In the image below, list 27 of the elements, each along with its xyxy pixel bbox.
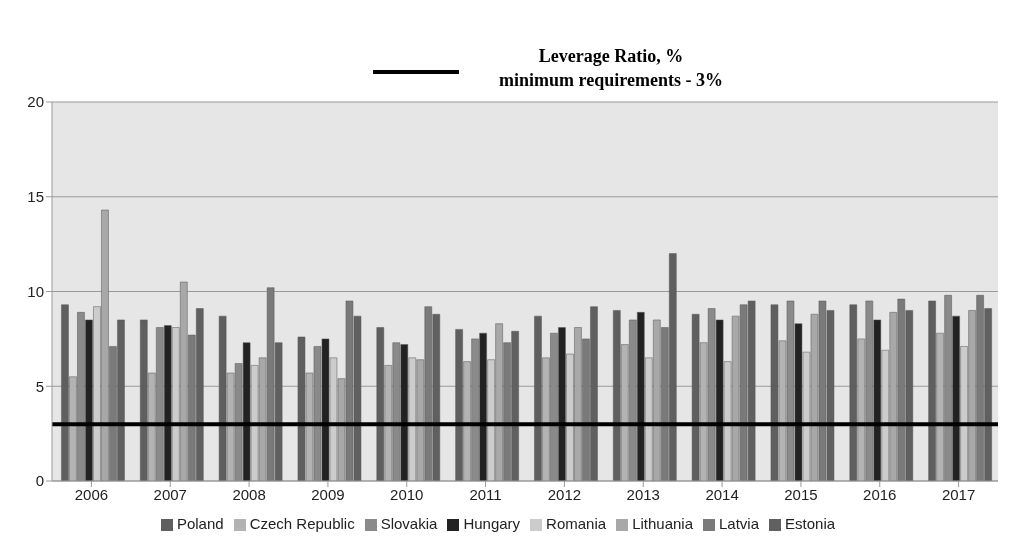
x-tick-label: 2012 bbox=[547, 485, 582, 503]
y-tick-label: 15 bbox=[27, 188, 44, 206]
legend-label: Lithuania bbox=[632, 515, 694, 532]
legend-label: Latvia bbox=[719, 515, 760, 532]
legend-label: Hungary bbox=[463, 515, 521, 532]
x-tick-label: 2009 bbox=[311, 485, 345, 503]
x-tick-label: 2015 bbox=[784, 485, 818, 503]
legend-label: Poland bbox=[176, 515, 224, 532]
legend-label: Czech Republic bbox=[249, 515, 355, 532]
legend-label: minimum requirements - 3% bbox=[499, 69, 723, 92]
x-tick-label: 2010 bbox=[390, 485, 424, 503]
y-tick-label: 20 bbox=[27, 93, 44, 111]
x-tick-label: 2006 bbox=[74, 485, 109, 503]
x-tick-label: 2017 bbox=[941, 485, 976, 503]
legend-label: Slovakia bbox=[380, 515, 438, 532]
y-tick-label: 10 bbox=[27, 282, 44, 300]
x-tick-label: 2011 bbox=[469, 485, 502, 503]
y-tick-label: 0 bbox=[35, 472, 44, 490]
legend-label: Romania bbox=[546, 515, 607, 532]
legend-label: Estonia bbox=[785, 515, 836, 532]
y-tick-label: 5 bbox=[35, 377, 44, 395]
x-tick-label: 2007 bbox=[153, 485, 187, 503]
chart-title: Leverage Ratio, % bbox=[537, 45, 685, 68]
x-tick-label: 2014 bbox=[705, 485, 739, 503]
x-tick-label: 2013 bbox=[626, 485, 660, 503]
x-tick-label: 2008 bbox=[232, 485, 266, 503]
x-tick-label: 2016 bbox=[863, 485, 897, 503]
